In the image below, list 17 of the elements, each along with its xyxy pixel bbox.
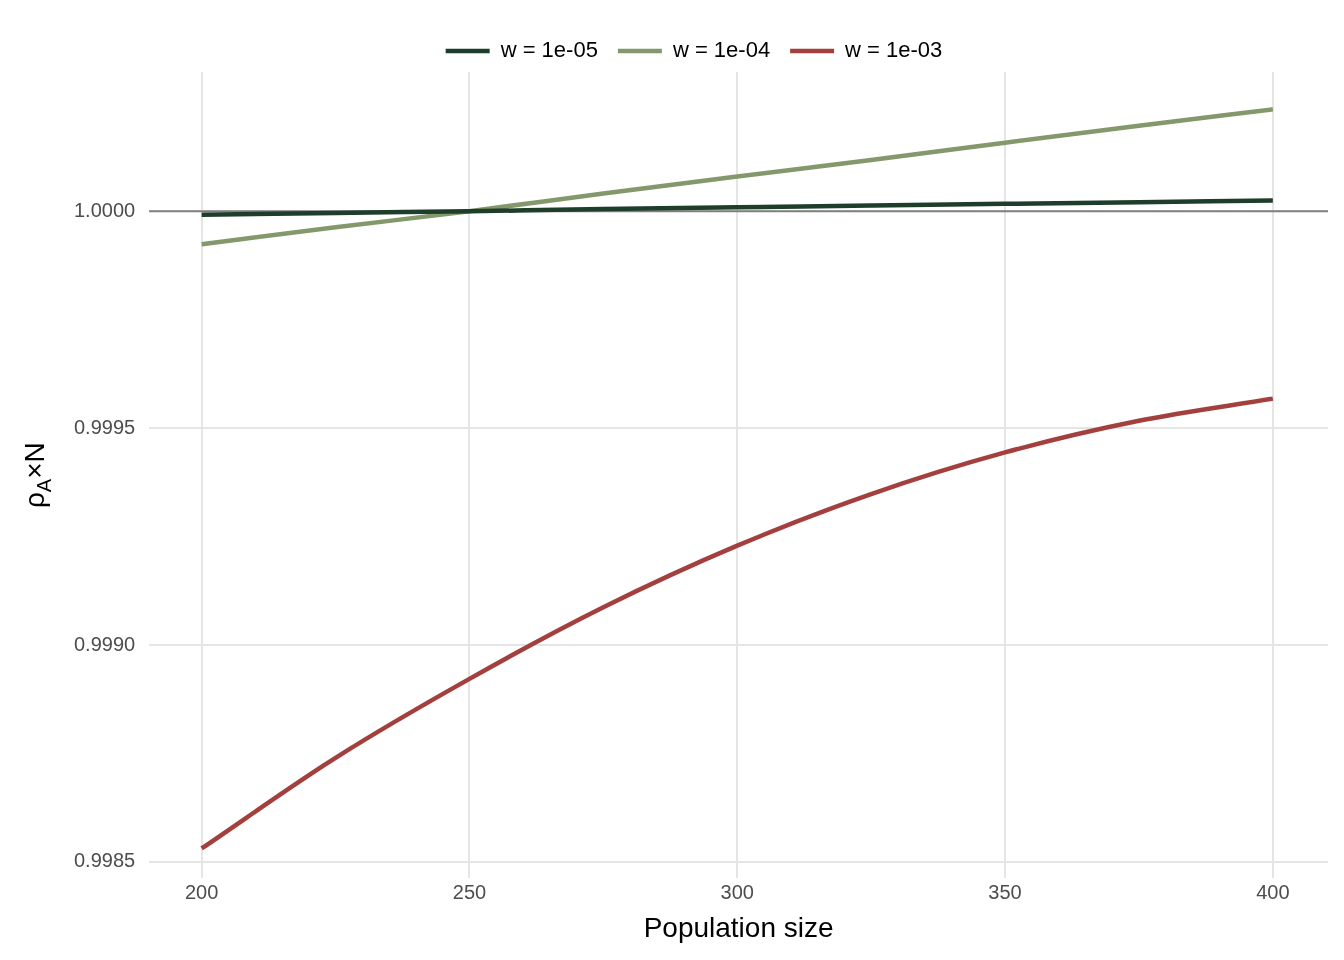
x-tick-label: 250 <box>452 880 487 903</box>
y-tick-label: 0.9990 <box>74 632 136 655</box>
y-tick-label: 1.0000 <box>74 198 136 221</box>
legend-label: w = 1e-04 <box>671 37 771 63</box>
y-tick-label: 0.9985 <box>74 849 136 872</box>
x-tick-label: 300 <box>720 880 754 903</box>
x-tick-label: 400 <box>1256 880 1290 903</box>
x-tick-label: 200 <box>184 880 219 903</box>
x-tick-label: 350 <box>988 880 1022 903</box>
y-tick-label: 0.9995 <box>74 415 136 438</box>
legend-label: w = 1e-03 <box>844 37 943 63</box>
line-series <box>199 396 1276 851</box>
y-axis-title: ρA×N <box>19 442 55 509</box>
legend-label: w = 1e-05 <box>499 37 598 63</box>
line-series <box>199 107 1276 247</box>
x-axis-title: Population size <box>643 911 834 943</box>
line-series <box>199 198 1276 217</box>
